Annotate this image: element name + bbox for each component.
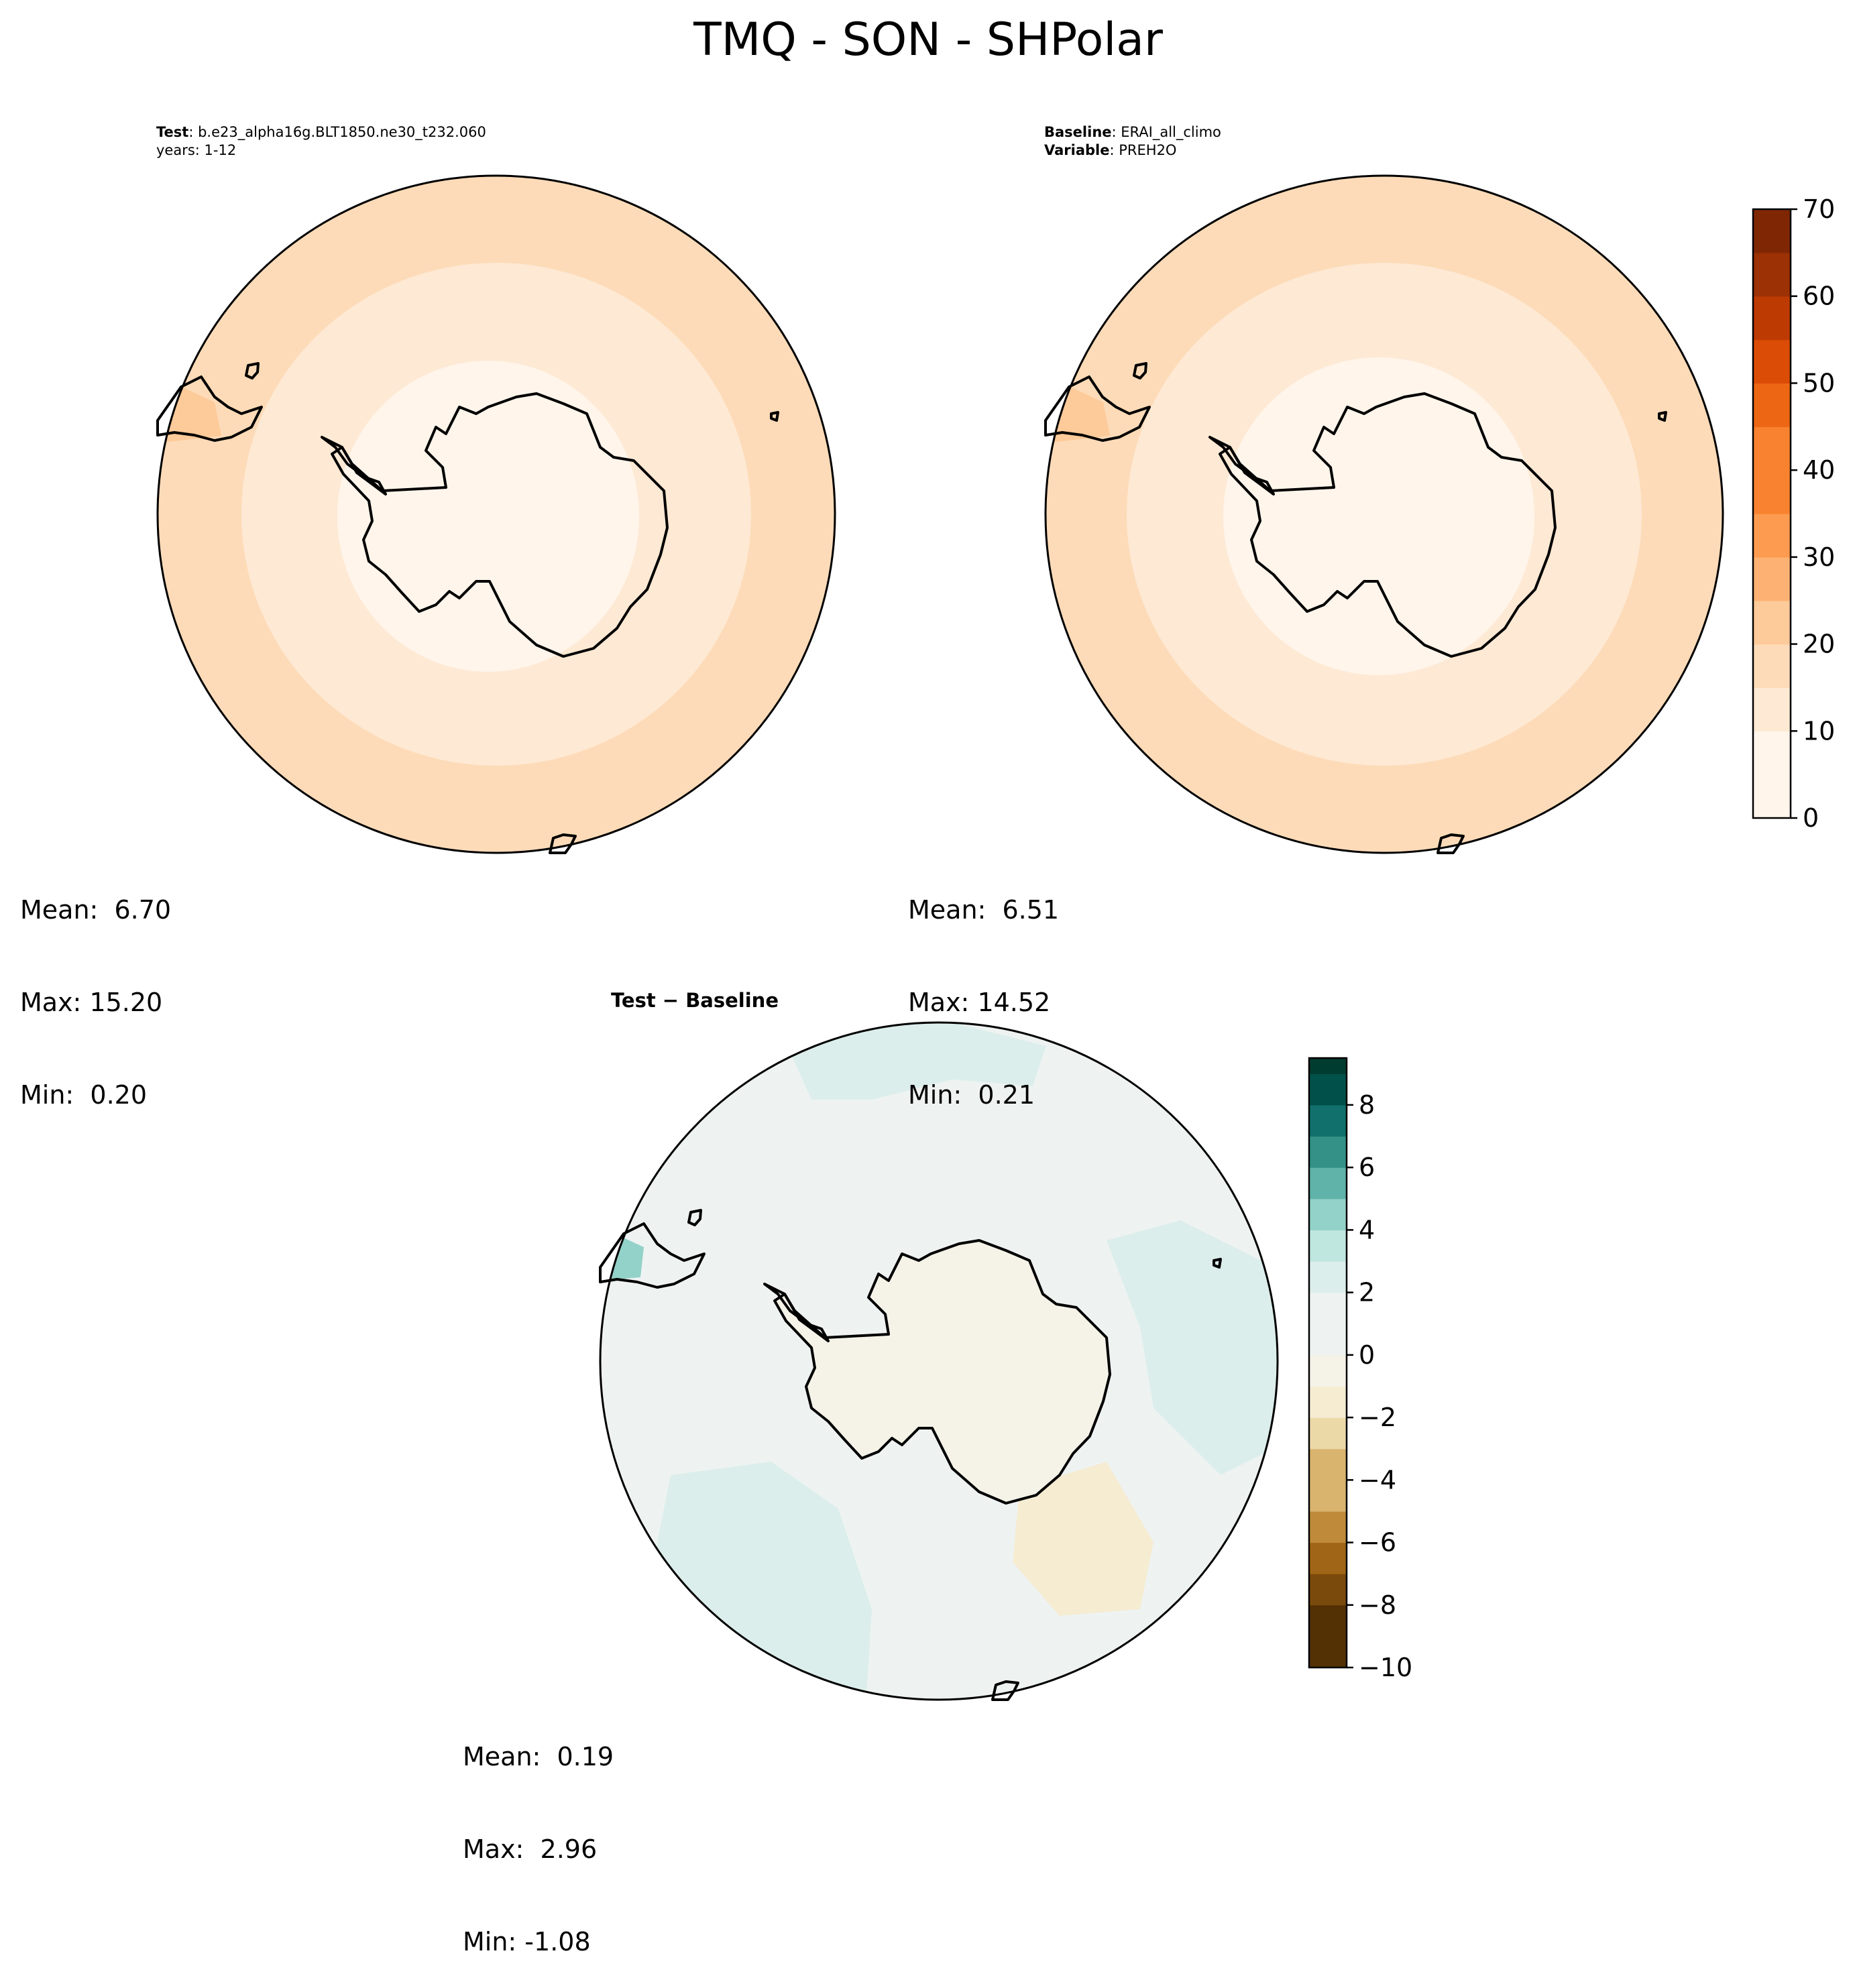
figure-title: TMQ - SON - SHPolar	[693, 13, 1163, 66]
diff-colorbar-tick-label: 2	[1359, 1278, 1375, 1307]
diff-colorbar-band	[1309, 1104, 1347, 1137]
diff-colorbar-tick-label: −6	[1359, 1528, 1396, 1558]
diff-colorbar-band	[1309, 1167, 1347, 1200]
main-colorbar-band	[1753, 426, 1791, 471]
diff-colorbar-tick-label: −8	[1359, 1590, 1396, 1620]
diff-stat-mean: Mean: 0.19	[463, 1742, 614, 1771]
test-ring-0-5	[337, 361, 639, 672]
main-colorbar-tick-label: 20	[1803, 630, 1835, 659]
diff-colorbar-band	[1309, 1261, 1347, 1293]
main-colorbar-tick-label: 40	[1803, 455, 1835, 485]
diff-colorbar-band	[1309, 1292, 1347, 1324]
main-colorbar-tick-label: 0	[1803, 803, 1819, 833]
diff-colorbar-tick-label: 4	[1359, 1215, 1375, 1244]
baseline-header-key: Baseline	[1044, 124, 1112, 140]
diff-stat-min: Min: -1.08	[463, 1927, 591, 1956]
diff-colorbar-band	[1309, 1448, 1347, 1480]
baseline-stat-max: Max: 14.52	[908, 988, 1051, 1017]
diff-colorbar-band	[1309, 1354, 1347, 1387]
diff-map-border	[599, 1021, 1279, 1701]
main-colorbar-band	[1753, 557, 1791, 601]
test-header-line-2: years: 1-12	[156, 141, 486, 160]
diff-colorbar-tick-label: −2	[1359, 1403, 1396, 1432]
variable-header-key: Variable	[1044, 142, 1110, 158]
main-colorbar-band	[1753, 383, 1791, 427]
variable-name: PREH2O	[1119, 142, 1177, 158]
diff-colorbar-band	[1309, 1386, 1347, 1418]
baseline-name: ERAI_all_climo	[1121, 124, 1221, 140]
diff-map	[599, 1021, 1279, 1701]
baseline-header-line-1: Baseline: ERAI_all_climo	[1044, 123, 1221, 141]
main-colorbar-tick-label: 70	[1803, 194, 1835, 224]
main-colorbar-tick-label: 30	[1803, 542, 1835, 572]
main-colorbar-band	[1753, 339, 1791, 384]
test-stat-max: Max: 15.20	[20, 988, 163, 1017]
diff-colorbar-band	[1309, 1574, 1347, 1606]
main-colorbar: 0 10 20 30 40 50 60 70	[1752, 194, 1835, 833]
main-colorbar-band	[1753, 687, 1791, 732]
baseline-stat-mean: Mean: 6.51	[908, 895, 1060, 925]
diff-colorbar-tick-label: −10	[1359, 1653, 1412, 1682]
test-stat-mean: Mean: 6.70	[20, 895, 172, 925]
main-colorbar-band	[1753, 774, 1791, 819]
baseline-stat-min: Min: 0.21	[908, 1080, 1035, 1110]
baseline-header-sep: :	[1111, 124, 1121, 140]
diff-stats: Mean: 0.19 Max: 2.96 Min: -1.08	[463, 1680, 614, 1988]
main-colorbar-tick-label: 50	[1803, 368, 1835, 398]
diff-colorbar-frame	[1308, 1057, 1348, 1669]
main-colorbar-band	[1753, 644, 1791, 689]
main-colorbar-frame	[1752, 208, 1792, 819]
diff-colorbar-band	[1309, 1073, 1347, 1106]
diff-colorbar-band	[1309, 1136, 1347, 1168]
diff-colorbar: 8 6 4 2 0 −2 −4 −6 −8 −10	[1308, 1057, 1412, 1682]
test-case-name: b.e23_alpha16g.BLT1850.ne30_t232.060	[198, 124, 486, 140]
test-map-border	[156, 174, 836, 854]
main-colorbar-band	[1753, 252, 1791, 297]
baseline-panel-header: Baseline: ERAI_all_climo Variable: PREH2…	[1044, 123, 1221, 160]
diff-colorbar-band	[1309, 1542, 1347, 1574]
diff-colorbar-band	[1309, 1198, 1347, 1230]
diff-colorbar-tick-label: 0	[1359, 1340, 1375, 1370]
baseline-map	[1044, 174, 1724, 854]
diff-panel-title: Test − Baseline	[611, 989, 779, 1012]
main-colorbar-band	[1753, 209, 1791, 253]
test-header-sep: :	[188, 124, 199, 140]
diff-colorbar-tick-label: 6	[1359, 1153, 1375, 1182]
diff-colorbar-tick-label: −4	[1359, 1465, 1396, 1495]
main-colorbar-band	[1753, 600, 1791, 645]
diff-colorbar-band	[1309, 1604, 1347, 1637]
baseline-map-border	[1044, 174, 1724, 854]
diff-patch-east	[1107, 1220, 1278, 1475]
test-stats: Mean: 6.70 Max: 15.20 Min: 0.20	[20, 833, 171, 1141]
main-colorbar-tick-label: 10	[1803, 716, 1835, 746]
test-map	[156, 174, 836, 854]
diff-stat-max: Max: 2.96	[463, 1834, 598, 1864]
diff-patch-north	[778, 1022, 1046, 1100]
diff-colorbar-tick-label: 8	[1359, 1090, 1375, 1120]
baseline-header-line-2: Variable: PREH2O	[1044, 141, 1221, 160]
test-header-key: Test	[156, 124, 189, 140]
test-panel-header: Test: b.e23_alpha16g.BLT1850.ne30_t232.0…	[156, 123, 486, 160]
main-colorbar-band	[1753, 731, 1791, 775]
diff-colorbar-band	[1309, 1480, 1347, 1512]
test-header-line-1: Test: b.e23_alpha16g.BLT1850.ne30_t232.0…	[156, 123, 486, 141]
main-colorbar-tick-label: 60	[1803, 282, 1835, 311]
main-colorbar-band	[1753, 514, 1791, 558]
diff-colorbar-band	[1309, 1058, 1347, 1074]
diff-colorbar-band	[1309, 1636, 1347, 1668]
test-years: years: 1-12	[156, 142, 237, 158]
diff-colorbar-band	[1309, 1511, 1347, 1543]
diff-patch-southeast	[1013, 1462, 1153, 1616]
main-colorbar-band	[1753, 470, 1791, 514]
main-colorbar-band	[1753, 296, 1791, 341]
diff-colorbar-band	[1309, 1230, 1347, 1262]
baseline-ring-0-5	[1223, 357, 1534, 675]
test-stat-min: Min: 0.20	[20, 1080, 147, 1110]
variable-header-sep: :	[1109, 142, 1119, 158]
diff-colorbar-band	[1309, 1324, 1347, 1356]
baseline-stats: Mean: 6.51 Max: 14.52 Min: 0.21	[908, 833, 1059, 1141]
diff-colorbar-band	[1309, 1417, 1347, 1450]
